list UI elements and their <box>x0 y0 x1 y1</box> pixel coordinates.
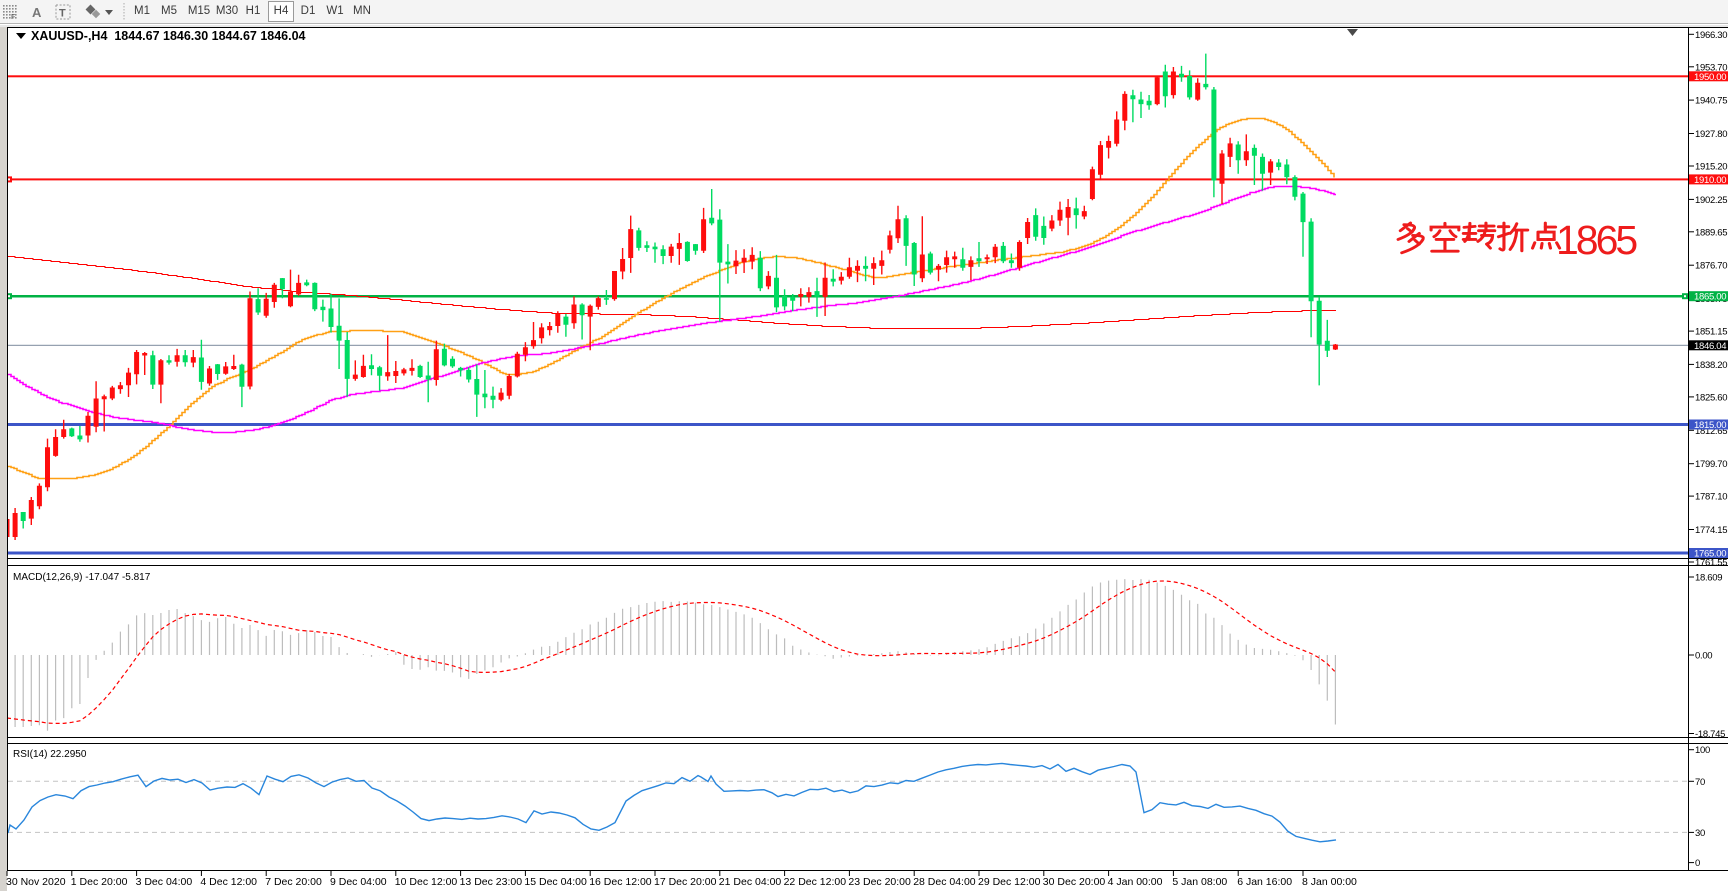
svg-text:1915.20: 1915.20 <box>1695 162 1727 173</box>
svg-text:30 Dec 20:00: 30 Dec 20:00 <box>1043 876 1106 888</box>
svg-text:1953.70: 1953.70 <box>1695 62 1727 73</box>
svg-text:1851.15: 1851.15 <box>1695 327 1727 338</box>
svg-text:17 Dec 20:00: 17 Dec 20:00 <box>654 876 717 888</box>
svg-text:1889.65: 1889.65 <box>1695 227 1727 238</box>
svg-text:0.00: 0.00 <box>1695 651 1712 662</box>
svg-text:1846.04: 1846.04 <box>1694 341 1726 352</box>
svg-text:3 Dec 04:00: 3 Dec 04:00 <box>136 876 193 888</box>
svg-text:18.609: 18.609 <box>1695 573 1722 584</box>
svg-text:1838.20: 1838.20 <box>1695 360 1727 371</box>
svg-text:A: A <box>32 5 42 20</box>
svg-text:30: 30 <box>1695 828 1705 839</box>
svg-text:100: 100 <box>1695 745 1710 756</box>
svg-text:23 Dec 20:00: 23 Dec 20:00 <box>848 876 911 888</box>
svg-text:-18.745: -18.745 <box>1695 729 1725 740</box>
svg-text:RSI(14) 22.2950: RSI(14) 22.2950 <box>13 749 87 760</box>
svg-text:70: 70 <box>1695 777 1705 788</box>
svg-text:7 Dec 20:00: 7 Dec 20:00 <box>265 876 322 888</box>
svg-text:1787.10: 1787.10 <box>1695 492 1727 503</box>
svg-text:1865: 1865 <box>1556 217 1637 263</box>
svg-text:1774.15: 1774.15 <box>1695 525 1727 536</box>
svg-text:1902.25: 1902.25 <box>1695 195 1727 206</box>
svg-text:1825.60: 1825.60 <box>1695 392 1727 403</box>
svg-text:4 Jan 00:00: 4 Jan 00:00 <box>1108 876 1163 888</box>
svg-text:1950.00: 1950.00 <box>1694 72 1726 83</box>
svg-text:1812.65: 1812.65 <box>1695 426 1727 437</box>
svg-text:13 Dec 23:00: 13 Dec 23:00 <box>460 876 523 888</box>
svg-text:F: F <box>11 14 15 21</box>
svg-text:1966.30: 1966.30 <box>1695 30 1727 41</box>
svg-text:1865.00: 1865.00 <box>1694 292 1726 303</box>
svg-text:30 Nov 2020: 30 Nov 2020 <box>6 876 66 888</box>
svg-text:0: 0 <box>1695 858 1700 869</box>
svg-text:5 Jan 08:00: 5 Jan 08:00 <box>1172 876 1227 888</box>
svg-text:29 Dec 12:00: 29 Dec 12:00 <box>978 876 1041 888</box>
svg-text:9 Dec 04:00: 9 Dec 04:00 <box>330 876 387 888</box>
svg-text:15 Dec 04:00: 15 Dec 04:00 <box>524 876 587 888</box>
svg-text:28 Dec 04:00: 28 Dec 04:00 <box>913 876 976 888</box>
svg-text:22 Dec 12:00: 22 Dec 12:00 <box>784 876 847 888</box>
svg-text:T: T <box>59 8 66 20</box>
svg-text:16 Dec 12:00: 16 Dec 12:00 <box>589 876 652 888</box>
svg-text:1927.80: 1927.80 <box>1695 129 1727 140</box>
svg-text:1815.00: 1815.00 <box>1694 420 1726 431</box>
svg-text:1799.70: 1799.70 <box>1695 459 1727 470</box>
svg-text:6 Jan 16:00: 6 Jan 16:00 <box>1237 876 1292 888</box>
svg-text:4 Dec 12:00: 4 Dec 12:00 <box>200 876 257 888</box>
svg-text:1761.55: 1761.55 <box>1695 558 1727 569</box>
svg-text:MACD(12,26,9) -17.047 -5.817: MACD(12,26,9) -17.047 -5.817 <box>13 572 151 583</box>
svg-text:10 Dec 12:00: 10 Dec 12:00 <box>395 876 458 888</box>
svg-text:XAUUSD-,H4 1844.67 1846.30 18: XAUUSD-,H4 1844.67 1846.30 1844.67 1846.… <box>31 29 306 43</box>
svg-text:1765.00: 1765.00 <box>1694 549 1726 560</box>
svg-text:1910.00: 1910.00 <box>1694 175 1726 186</box>
svg-text:1 Dec 20:00: 1 Dec 20:00 <box>71 876 128 888</box>
svg-text:21 Dec 04:00: 21 Dec 04:00 <box>719 876 782 888</box>
svg-text:1940.75: 1940.75 <box>1695 96 1727 107</box>
svg-text:8 Jan 00:00: 8 Jan 00:00 <box>1302 876 1357 888</box>
svg-text:1876.70: 1876.70 <box>1695 261 1727 272</box>
